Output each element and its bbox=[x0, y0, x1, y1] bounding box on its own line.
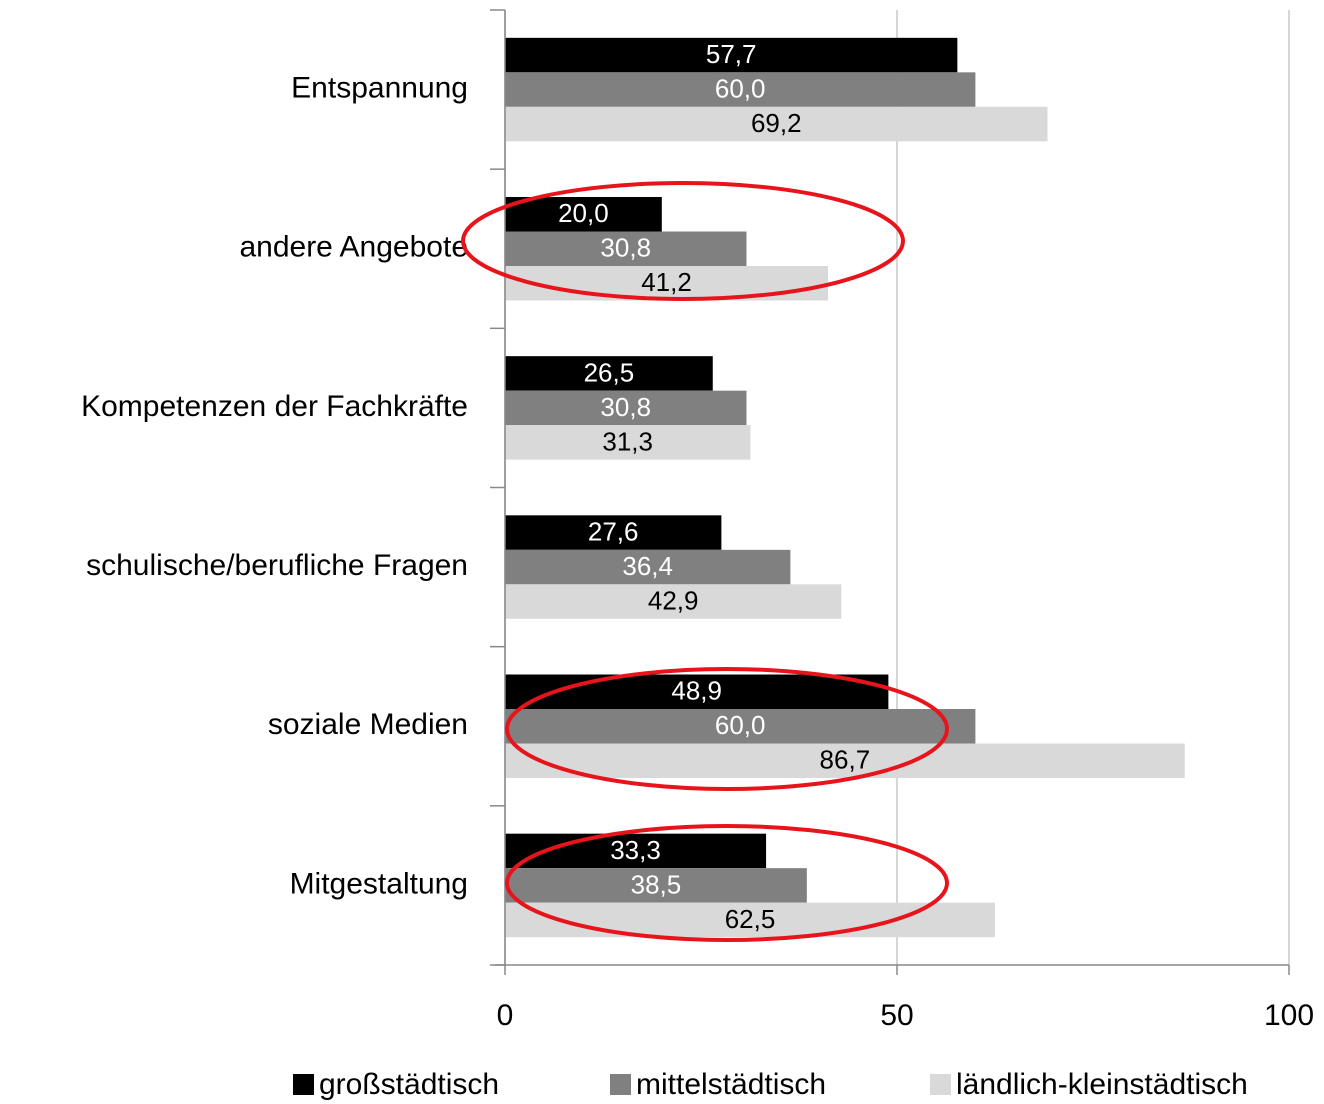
bar bbox=[505, 106, 1048, 142]
bar-value-label: 86,7 bbox=[820, 745, 871, 775]
bar-value-label: 38,5 bbox=[631, 869, 682, 899]
y-tick-label: Entspannung bbox=[291, 72, 468, 105]
bar-value-label: 31,3 bbox=[602, 426, 653, 456]
plot-area: 0 50 100 Entspannung 57,7 60,0 69,2 andere Ange… bbox=[81, 9, 1314, 1101]
bar bbox=[505, 549, 791, 585]
bar-value-label: 27,6 bbox=[588, 516, 639, 546]
legend-label: ländlich-kleinstädtisch bbox=[956, 1068, 1248, 1101]
bar-value-label: 30,8 bbox=[600, 392, 651, 422]
bar-value-label: 60,0 bbox=[715, 710, 766, 740]
bar bbox=[505, 231, 747, 266]
y-tick-label: schulische/berufliche Fragen bbox=[86, 549, 468, 582]
bar bbox=[505, 674, 889, 709]
bar bbox=[505, 743, 1185, 778]
bar-value-label: 26,5 bbox=[584, 357, 635, 387]
bar-value-label: 48,9 bbox=[671, 676, 722, 706]
bar-value-label: 57,7 bbox=[706, 39, 757, 69]
highlight-ellipse bbox=[505, 667, 949, 791]
annotations bbox=[461, 181, 949, 942]
y-tick-label: Mitgestaltung bbox=[290, 867, 468, 900]
legend-label: großstädtisch bbox=[319, 1068, 499, 1101]
y-tick-label: andere Angebote bbox=[239, 231, 468, 264]
legend-swatch bbox=[610, 1074, 631, 1095]
bar-value-label: 69,2 bbox=[751, 108, 802, 138]
bar bbox=[505, 356, 713, 391]
bar-value-label: 60,0 bbox=[715, 73, 766, 103]
x-tick-label: 0 bbox=[497, 999, 514, 1032]
bar-value-label: 41,2 bbox=[641, 267, 692, 297]
bar bbox=[505, 425, 751, 460]
bar-value-label: 62,5 bbox=[725, 904, 776, 934]
bar bbox=[505, 37, 958, 73]
bar-value-label: 20,0 bbox=[558, 198, 609, 228]
x-tick-label: 100 bbox=[1264, 999, 1314, 1032]
bar-value-label: 42,9 bbox=[648, 585, 699, 615]
bar bbox=[505, 197, 662, 232]
bar bbox=[505, 584, 842, 619]
bar bbox=[505, 709, 976, 744]
bar bbox=[505, 72, 976, 107]
bar bbox=[505, 515, 722, 550]
bar-value-label: 30,8 bbox=[600, 233, 651, 263]
bar-value-label: 36,4 bbox=[622, 551, 673, 581]
highlight-ellipse bbox=[505, 824, 949, 942]
x-tick-label: 50 bbox=[880, 999, 913, 1032]
legend-swatch bbox=[293, 1074, 314, 1095]
bar bbox=[505, 868, 807, 903]
bar-value-label: 33,3 bbox=[610, 835, 661, 865]
y-tick-label: Kompetenzen der Fachkräfte bbox=[81, 390, 468, 423]
legend-swatch bbox=[930, 1074, 951, 1095]
bar bbox=[505, 902, 995, 938]
y-tick-label: soziale Medien bbox=[268, 708, 468, 741]
bar bbox=[505, 390, 747, 426]
highlight-ellipse bbox=[461, 181, 905, 301]
legend-label: mittelstädtisch bbox=[636, 1068, 826, 1101]
